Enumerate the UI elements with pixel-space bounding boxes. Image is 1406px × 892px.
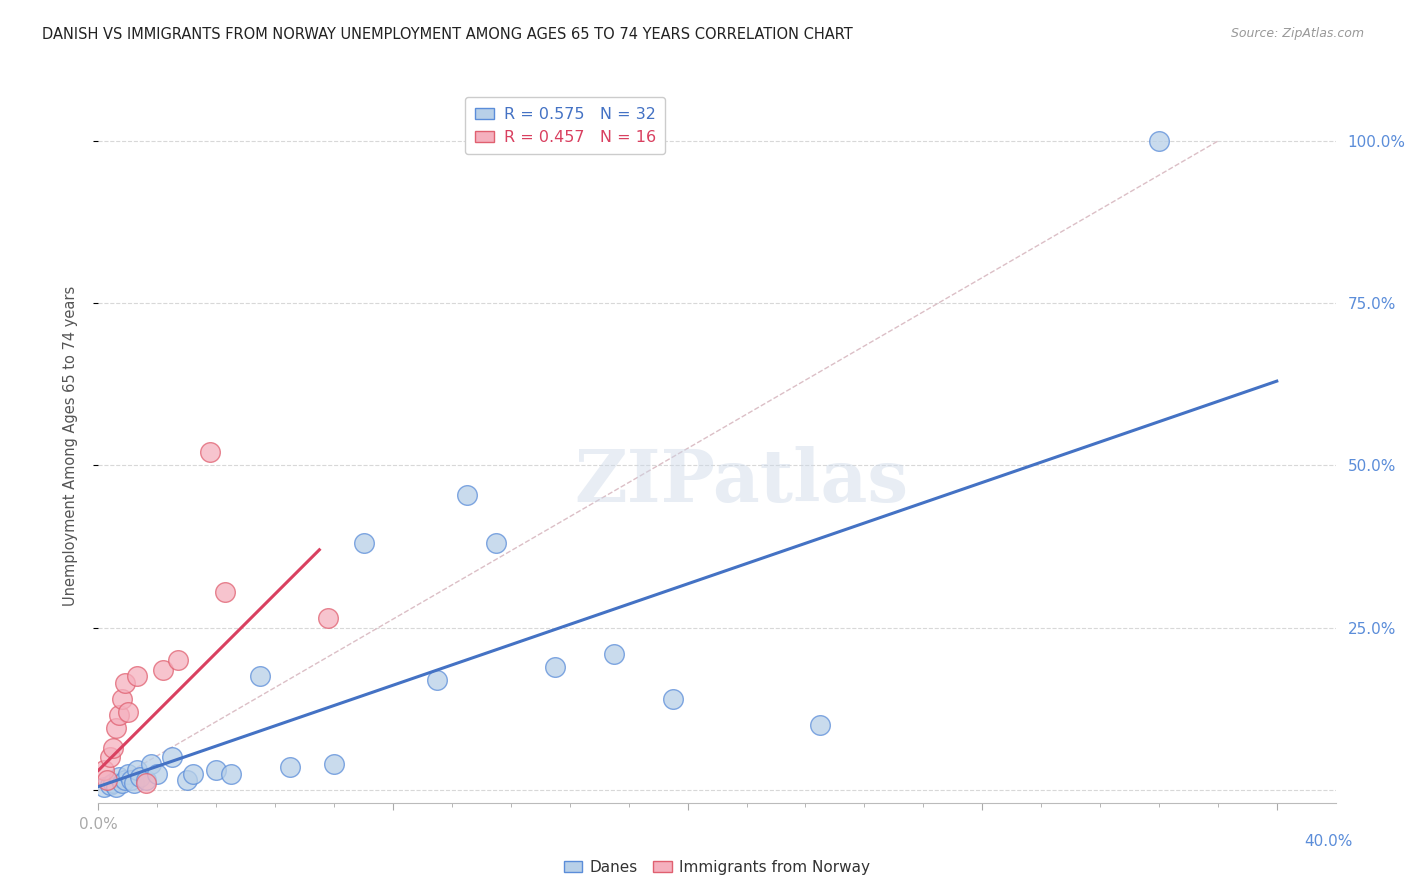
- Point: [160, 750, 183, 764]
- Point: [122, 776, 145, 790]
- Point: [111, 776, 134, 790]
- Point: [120, 773, 142, 788]
- Point: [101, 740, 124, 755]
- Point: [96, 773, 118, 788]
- Text: 40.0%: 40.0%: [1305, 834, 1353, 849]
- Point: [456, 488, 478, 502]
- Point: [128, 770, 150, 784]
- Point: [108, 770, 131, 784]
- Point: [167, 653, 190, 667]
- Point: [108, 708, 131, 723]
- Point: [114, 675, 136, 690]
- Point: [205, 764, 228, 778]
- Point: [485, 536, 508, 550]
- Text: Source: ZipAtlas.com: Source: ZipAtlas.com: [1230, 27, 1364, 40]
- Point: [152, 663, 174, 677]
- Point: [146, 766, 169, 780]
- Point: [105, 721, 128, 735]
- Y-axis label: Unemployment Among Ages 65 to 74 years: Unemployment Among Ages 65 to 74 years: [63, 285, 77, 607]
- Point: [101, 776, 124, 790]
- Point: [181, 766, 204, 780]
- Point: [93, 780, 115, 794]
- Point: [323, 756, 346, 771]
- Point: [141, 756, 163, 771]
- Point: [117, 766, 139, 780]
- Point: [125, 764, 148, 778]
- Point: [249, 669, 271, 683]
- Point: [808, 718, 831, 732]
- Legend: Danes, Immigrants from Norway: Danes, Immigrants from Norway: [558, 854, 876, 880]
- Point: [200, 445, 222, 459]
- Point: [426, 673, 449, 687]
- Point: [125, 669, 148, 683]
- Text: DANISH VS IMMIGRANTS FROM NORWAY UNEMPLOYMENT AMONG AGES 65 TO 74 YEARS CORRELAT: DANISH VS IMMIGRANTS FROM NORWAY UNEMPLO…: [42, 27, 853, 42]
- Point: [662, 692, 685, 706]
- Point: [278, 760, 301, 774]
- Point: [135, 776, 157, 790]
- Point: [219, 766, 242, 780]
- Point: [1147, 134, 1170, 148]
- Point: [98, 778, 121, 792]
- Point: [114, 773, 136, 788]
- Point: [105, 780, 128, 794]
- Text: ZIPatlas: ZIPatlas: [575, 446, 908, 517]
- Point: [135, 773, 157, 788]
- Point: [176, 773, 198, 788]
- Point: [117, 705, 139, 719]
- Point: [353, 536, 375, 550]
- Point: [603, 647, 626, 661]
- Point: [93, 764, 115, 778]
- Point: [544, 659, 567, 673]
- Point: [214, 585, 236, 599]
- Point: [98, 750, 121, 764]
- Point: [111, 692, 134, 706]
- Point: [316, 611, 339, 625]
